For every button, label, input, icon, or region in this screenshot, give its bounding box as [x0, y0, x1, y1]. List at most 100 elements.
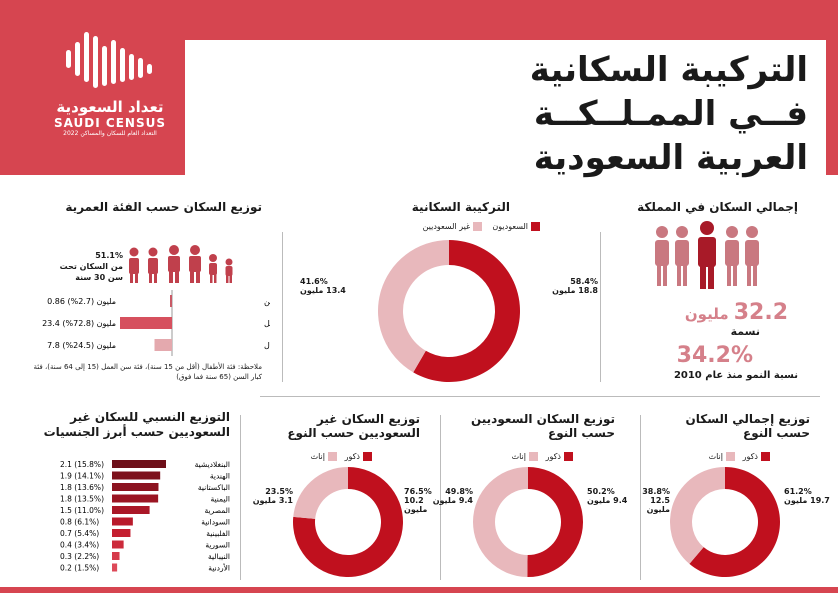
gs-male-labels: 50.2% 9.4 مليون	[587, 487, 637, 505]
gs-male-val: 9.4 مليون	[587, 496, 628, 505]
gender-saudi-donut	[473, 467, 583, 577]
gender-total-title: توزيع إجمالي السكان حسب النوع	[685, 412, 810, 440]
nationality-bar-9	[112, 563, 118, 572]
comp-non-labels: 41.6% 13.4 مليون	[300, 277, 370, 295]
gn-legend-female-swatch	[327, 452, 337, 461]
gs-legend-male-swatch	[564, 452, 573, 461]
comp-non-val: 13.4 مليون	[300, 286, 346, 295]
nationality-bar-0	[112, 460, 166, 468]
nationality-label-1: الهندية	[210, 472, 230, 481]
comp-saudi-val: 18.8 مليون	[552, 286, 598, 295]
gn-legend: ذكور إناث	[262, 452, 372, 461]
gt-legend-female: إناث	[708, 452, 723, 461]
gs-female-labels: 49.8% 9.4 مليون	[428, 487, 473, 505]
divider-v2	[282, 232, 283, 382]
gender-non-slice-1	[293, 467, 348, 519]
nationality-bar-3	[112, 494, 159, 503]
gender-total-donut	[670, 467, 780, 577]
title-line-3: العربية السعودية	[533, 138, 808, 178]
age-bar-1	[120, 317, 172, 329]
composition-legend: السعوديون غير السعوديين	[380, 222, 540, 231]
legend-saudi-swatch	[531, 222, 540, 231]
nationality-value-5: 0.8 (6.1%)	[60, 518, 99, 527]
nationality-value-7: 0.4 (3.4%)	[60, 541, 99, 550]
comp-non-pct: 41.6%	[300, 277, 328, 286]
age-title: توزيع السكان حسب الفئة العمرية	[65, 200, 262, 214]
nationality-value-9: 0.2 (1.5%)	[60, 564, 99, 573]
nationality-label-0: البنغلاديشية	[195, 460, 230, 469]
gn-legend-male-swatch	[363, 452, 372, 461]
nationality-bar-7	[112, 540, 124, 549]
gn-male-labels: 76.5% 10.2 مليون	[404, 487, 440, 514]
total-value-block: 32.2 مليون	[628, 300, 788, 325]
divider-v5	[240, 415, 241, 580]
gn-female-val: 3.1 مليون	[252, 496, 293, 505]
composition-slice-0	[413, 240, 520, 382]
gt-legend-female-swatch	[725, 452, 735, 461]
gender-non-slice-0	[293, 467, 403, 577]
nationality-label-4: المصرية	[205, 506, 230, 515]
legend-saudi: السعوديون	[492, 222, 528, 231]
gt-female-pct: 38.8%	[642, 487, 670, 496]
growth-label: نسبة النمو منذ عام 2010	[673, 370, 798, 381]
nationality-label-6: الفلبينية	[206, 529, 230, 538]
people-group-icon	[655, 221, 759, 289]
nationality-label-9: الأردنية	[208, 563, 230, 573]
under30-pct: 51.1%	[95, 251, 123, 260]
age-bar-2	[154, 339, 172, 351]
gn-legend-female: إناث	[310, 452, 325, 461]
nationality-label-3: اليمنية	[210, 495, 230, 504]
gender-total-slice-0	[689, 467, 780, 577]
legend-non: غير السعوديين	[422, 222, 471, 231]
footer-band	[0, 587, 838, 593]
total-value: 32.2	[733, 300, 788, 325]
title-line-2: فــي الممـلــكــة	[533, 94, 808, 134]
nationality-label-5: السودانية	[201, 518, 230, 527]
age-bar-0	[170, 295, 172, 307]
composition-donut	[378, 240, 520, 382]
legend-non-swatch	[473, 222, 483, 231]
divider-h1	[260, 396, 820, 397]
logo-english: SAUDI CENSUS	[54, 116, 166, 130]
comp-saudi-labels: 58.4% 18.8 مليون	[528, 277, 598, 295]
gt-male-labels: 61.2% 19.7 مليون	[784, 487, 834, 505]
nationality-value-8: 0.3 (2.2%)	[60, 552, 99, 561]
age-bar-chart: كبار السن 0.86 مليون (2.7%) السكان في سن ا…	[42, 290, 270, 356]
nationality-label-2: الباكستانية	[198, 483, 230, 492]
nationality-bar-1	[112, 471, 161, 480]
logo-arabic: تعداد السعودية	[56, 98, 164, 116]
gt-female-val: 12.5 مليون	[646, 496, 670, 514]
gt-female-labels: 38.8% 12.5 مليون	[625, 487, 670, 514]
gs-male-pct: 50.2%	[587, 487, 615, 496]
gs-legend-male: ذكور	[545, 452, 561, 461]
header-left-band	[0, 0, 185, 175]
gender-saudi-title: توزيع السكان السعوديين حسب النوع	[470, 412, 615, 440]
gt-male-val: 19.7 مليون	[784, 496, 830, 505]
age-bar-label-1: السكان في سن العمل	[264, 319, 270, 328]
header-top-band	[185, 0, 838, 40]
gn-male-pct: 76.5%	[404, 487, 432, 496]
nationality-label-8: النيبالية	[208, 552, 230, 561]
gender-non-title: توزيع السكان غير السعوديين حسب النوع	[287, 412, 420, 440]
gs-female-val: 9.4 مليون	[432, 496, 473, 505]
nationality-bar-4	[112, 506, 150, 514]
under30-text: من السكان تحت سن 30 سنة	[59, 262, 123, 282]
gn-female-labels: 23.5% 3.1 مليون	[248, 487, 293, 505]
gs-female-pct: 49.8%	[445, 487, 473, 496]
nationalities-title: التوزيع النسبي للسكان غير السعوديين حسب …	[43, 410, 230, 439]
age-bar-label-0: كبار السن	[264, 297, 270, 306]
nationality-value-0: 2.1 (15.8%)	[60, 460, 104, 469]
age-note: ملاحظة: فئة الأطفال (أقل من 15 سنة)، فئة…	[33, 363, 262, 381]
logo-subtitle: التعداد العام للسكان والمساكن 2022	[63, 130, 157, 137]
nationality-label-7: السورية	[205, 541, 230, 550]
logo-text: تعداد السعودية SAUDI CENSUS التعداد العا…	[40, 98, 180, 137]
census-logo-icon	[66, 32, 152, 88]
age-bar-value-1: 23.4 مليون (72.8%)	[42, 319, 116, 328]
gn-female-pct: 23.5%	[265, 487, 293, 496]
gt-legend-male: ذكور	[742, 452, 758, 461]
page-title: التركيبة السكانية فــي الممـلــكــة العر…	[388, 48, 808, 180]
age-bar-label-2: فئة الأطفال	[264, 340, 270, 350]
gs-legend-female-swatch	[528, 452, 538, 461]
gn-legend-male: ذكور	[344, 452, 360, 461]
age-bar-value-2: 7.8 مليون (24.5%)	[47, 341, 116, 350]
